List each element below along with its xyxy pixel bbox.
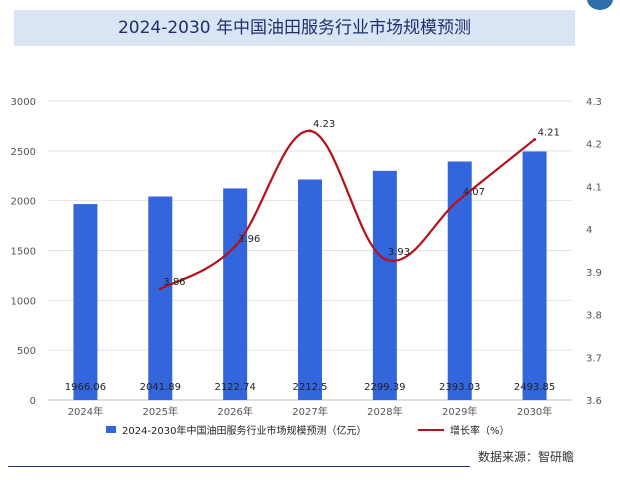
chart-title: 2024-2030 年中国油田服务行业市场规模预测 bbox=[117, 18, 472, 38]
right-tick-label: 3.9 bbox=[586, 268, 602, 279]
right-tick-label: 3.7 bbox=[586, 353, 602, 364]
bar-value-label: 2493.85 bbox=[514, 382, 555, 393]
left-tick-label: 3000 bbox=[11, 97, 36, 108]
right-tick-label: 4 bbox=[586, 225, 592, 236]
x-tick-label: 2030年 bbox=[517, 405, 552, 418]
x-axis-labels: 2024年 2025年 2026年 2027年 2028年 2029年 2030年 bbox=[68, 405, 553, 418]
line-point bbox=[383, 257, 387, 261]
right-tick-label: 3.6 bbox=[586, 396, 602, 407]
line-point bbox=[233, 244, 237, 248]
bar-value-label: 2299.39 bbox=[364, 382, 405, 393]
line-point bbox=[458, 197, 462, 201]
bar bbox=[148, 196, 173, 400]
bar bbox=[223, 188, 248, 400]
left-tick-label: 1000 bbox=[11, 296, 36, 307]
legend: 2024-2030年中国油田服务行业市场规模预测（亿元） 增长率（%） bbox=[106, 424, 510, 437]
line-value-labels: 3.86 3.96 4.23 3.93 4.07 4.21 bbox=[163, 119, 560, 288]
line-value-label: 3.86 bbox=[163, 277, 185, 288]
line-point bbox=[158, 287, 162, 291]
line-value-label: 4.23 bbox=[313, 119, 335, 130]
line-value-label: 3.96 bbox=[238, 234, 260, 245]
data-source: 数据来源：智研瞻 bbox=[478, 450, 575, 464]
right-tick-label: 4.1 bbox=[586, 182, 602, 193]
x-tick-label: 2027年 bbox=[292, 405, 327, 418]
legend-bar-label: 2024-2030年中国油田服务行业市场规模预测（亿元） bbox=[122, 424, 367, 437]
right-tick-label: 4.2 bbox=[586, 140, 602, 151]
bars bbox=[73, 151, 547, 400]
growth-line-layer bbox=[158, 129, 537, 291]
growth-rate-line bbox=[159, 129, 536, 290]
bar-value-label: 2212.5 bbox=[293, 382, 328, 393]
right-tick-label: 4.3 bbox=[586, 97, 602, 108]
title-band bbox=[14, 10, 575, 46]
left-tick-label: 500 bbox=[17, 346, 36, 357]
left-tick-label: 2000 bbox=[11, 197, 36, 208]
bar-value-label: 2041.89 bbox=[140, 382, 181, 393]
right-tick-label: 3.8 bbox=[586, 311, 602, 322]
bar bbox=[372, 170, 397, 400]
left-tick-label: 1500 bbox=[11, 247, 36, 258]
bar bbox=[447, 161, 472, 400]
legend-bar-swatch bbox=[106, 426, 116, 433]
x-tick-label: 2024年 bbox=[68, 405, 103, 418]
line-value-label: 3.93 bbox=[388, 247, 410, 258]
legend-line-label: 增长率（%） bbox=[450, 424, 510, 437]
x-tick-label: 2026年 bbox=[217, 405, 252, 418]
left-axis-ticks: 0 500 1000 1500 2000 2500 3000 bbox=[11, 97, 36, 407]
x-tick-label: 2028年 bbox=[367, 405, 402, 418]
bar bbox=[298, 179, 322, 400]
corner-logo bbox=[587, 0, 613, 10]
bar-value-label: 2122.74 bbox=[214, 382, 255, 393]
bar bbox=[73, 204, 98, 400]
x-tick-label: 2025年 bbox=[143, 405, 178, 418]
line-value-label: 4.07 bbox=[463, 187, 485, 198]
line-point bbox=[308, 129, 312, 133]
bar-value-label: 2393.03 bbox=[439, 382, 480, 393]
x-tick-label: 2029年 bbox=[442, 405, 477, 418]
right-axis-ticks: 3.6 3.7 3.8 3.9 4 4.1 4.2 4.3 bbox=[586, 97, 602, 407]
bar-value-labels: 1966.06 2041.89 2122.74 2212.5 2299.39 2393.0… bbox=[65, 382, 556, 393]
left-tick-label: 2500 bbox=[11, 147, 36, 158]
bar-value-label: 1966.06 bbox=[65, 382, 106, 393]
line-point bbox=[533, 137, 537, 141]
left-tick-label: 0 bbox=[30, 396, 36, 407]
line-value-label: 4.21 bbox=[538, 127, 560, 138]
source-divider bbox=[8, 466, 470, 467]
bar bbox=[522, 151, 547, 400]
